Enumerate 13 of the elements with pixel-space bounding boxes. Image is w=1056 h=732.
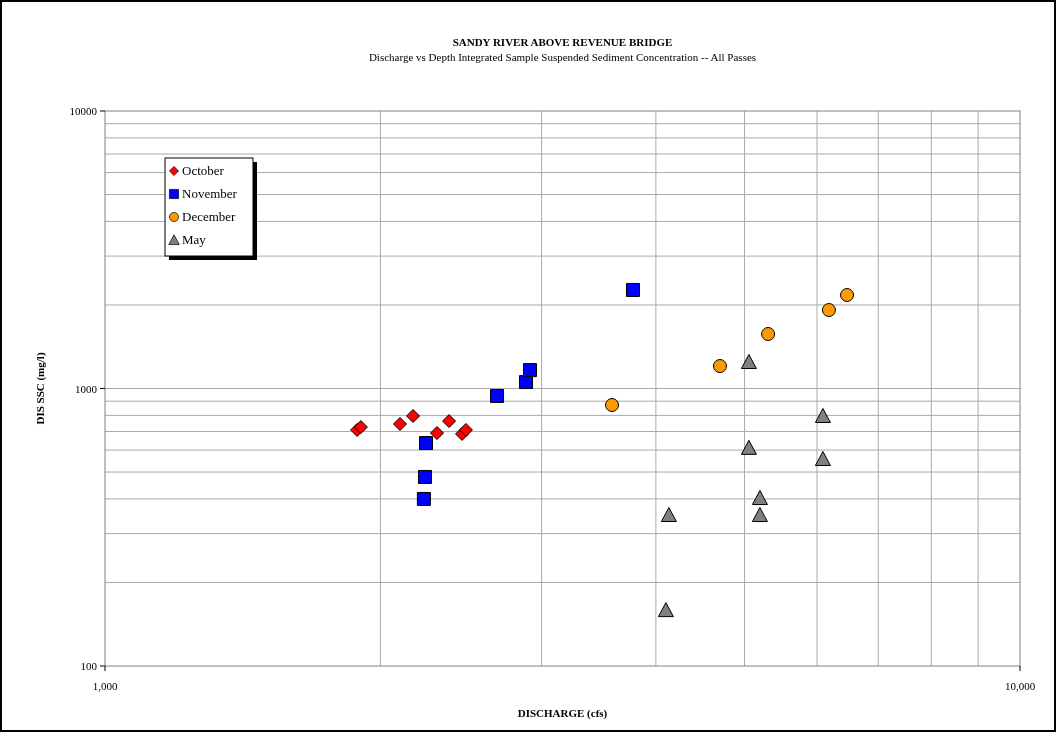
x-tick-label: 10,000 <box>1004 680 1036 692</box>
y-axis-title: DIS SSC (mg/l) <box>34 352 47 425</box>
chart-title: SANDY RIVER ABOVE REVENUE BRIDGE <box>452 36 673 48</box>
legend-label: May <box>182 232 207 247</box>
legend-label: October <box>182 163 225 178</box>
legend-label: November <box>182 186 238 201</box>
x-tick-label: 1,000 <box>92 680 118 692</box>
y-tick-label: 100 <box>80 660 98 672</box>
chart-subtitle: Discharge vs Depth Integrated Sample Suspended Sediment Concentration -- All Passes <box>368 51 757 63</box>
x-axis-title: DISCHARGE (cfs) <box>517 707 608 720</box>
legend-label: December <box>182 209 237 224</box>
y-tick-label: 10000 <box>69 105 98 117</box>
y-tick-label: 1000 <box>75 382 98 395</box>
